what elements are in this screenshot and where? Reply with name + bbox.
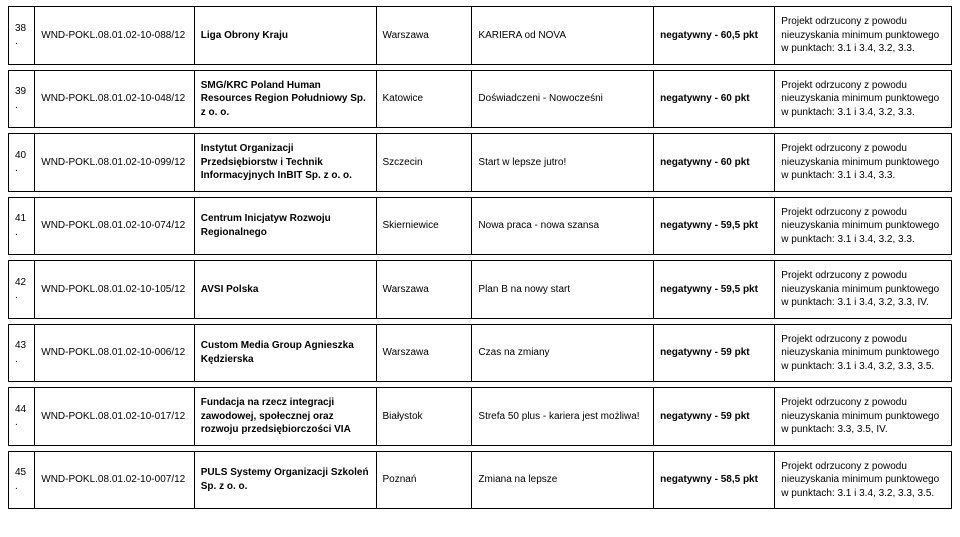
row-number: 42. [9, 261, 35, 319]
row-number: 45. [9, 451, 35, 509]
result: negatywny - 60 pkt [654, 134, 775, 192]
table-row: 42.WND-POKL.08.01.02-10-105/12AVSI Polsk… [9, 261, 952, 319]
remarks: Projekt odrzucony z powodu nieuzyskania … [775, 261, 952, 319]
row-number: 40. [9, 134, 35, 192]
organization: Liga Obrony Kraju [194, 7, 376, 65]
remarks: Projekt odrzucony z powodu nieuzyskania … [775, 7, 952, 65]
remarks: Projekt odrzucony z powodu nieuzyskania … [775, 70, 952, 128]
city: Skierniewice [376, 197, 472, 255]
project-id: WND-POKL.08.01.02-10-017/12 [35, 388, 195, 446]
organization: PULS Systemy Organizacji Szkoleń Sp. z o… [194, 451, 376, 509]
organization: SMG/KRC Poland Human Resources Region Po… [194, 70, 376, 128]
project-title: Czas na zmiany [472, 324, 654, 382]
city: Katowice [376, 70, 472, 128]
table-row: 43.WND-POKL.08.01.02-10-006/12Custom Med… [9, 324, 952, 382]
organization: Fundacja na rzecz integracji zawodowej, … [194, 388, 376, 446]
result: negatywny - 60,5 pkt [654, 7, 775, 65]
city: Warszawa [376, 261, 472, 319]
city: Warszawa [376, 324, 472, 382]
row-number: 44. [9, 388, 35, 446]
row-number: 43. [9, 324, 35, 382]
project-id: WND-POKL.08.01.02-10-006/12 [35, 324, 195, 382]
remarks: Projekt odrzucony z powodu nieuzyskania … [775, 388, 952, 446]
city: Szczecin [376, 134, 472, 192]
project-id: WND-POKL.08.01.02-10-099/12 [35, 134, 195, 192]
project-title: Zmiana na lepsze [472, 451, 654, 509]
result: negatywny - 60 pkt [654, 70, 775, 128]
project-title: Strefa 50 plus - kariera jest możliwa! [472, 388, 654, 446]
remarks: Projekt odrzucony z powodu nieuzyskania … [775, 451, 952, 509]
project-id: WND-POKL.08.01.02-10-088/12 [35, 7, 195, 65]
city: Poznań [376, 451, 472, 509]
project-title: KARIERA od NOVA [472, 7, 654, 65]
result: negatywny - 58,5 pkt [654, 451, 775, 509]
row-number: 38. [9, 7, 35, 65]
result: negatywny - 59,5 pkt [654, 197, 775, 255]
project-title: Start w lepsze jutro! [472, 134, 654, 192]
table-row: 45.WND-POKL.08.01.02-10-007/12PULS Syste… [9, 451, 952, 509]
table-row: 39.WND-POKL.08.01.02-10-048/12SMG/KRC Po… [9, 70, 952, 128]
result: negatywny - 59 pkt [654, 388, 775, 446]
organization: AVSI Polska [194, 261, 376, 319]
project-id: WND-POKL.08.01.02-10-105/12 [35, 261, 195, 319]
project-title: Nowa praca - nowa szansa [472, 197, 654, 255]
project-id: WND-POKL.08.01.02-10-048/12 [35, 70, 195, 128]
remarks: Projekt odrzucony z powodu nieuzyskania … [775, 324, 952, 382]
table-row: 44.WND-POKL.08.01.02-10-017/12Fundacja n… [9, 388, 952, 446]
result: negatywny - 59,5 pkt [654, 261, 775, 319]
table-row: 38.WND-POKL.08.01.02-10-088/12Liga Obron… [9, 7, 952, 65]
projects-table: 38.WND-POKL.08.01.02-10-088/12Liga Obron… [8, 6, 952, 509]
organization: Instytut Organizacji Przedsiębiorstw i T… [194, 134, 376, 192]
organization: Custom Media Group Agnieszka Kędzierska [194, 324, 376, 382]
project-title: Plan B na nowy start [472, 261, 654, 319]
table-row: 41.WND-POKL.08.01.02-10-074/12Centrum In… [9, 197, 952, 255]
result: negatywny - 59 pkt [654, 324, 775, 382]
row-number: 39. [9, 70, 35, 128]
city: Białystok [376, 388, 472, 446]
city: Warszawa [376, 7, 472, 65]
project-id: WND-POKL.08.01.02-10-007/12 [35, 451, 195, 509]
table-row: 40.WND-POKL.08.01.02-10-099/12Instytut O… [9, 134, 952, 192]
project-id: WND-POKL.08.01.02-10-074/12 [35, 197, 195, 255]
remarks: Projekt odrzucony z powodu nieuzyskania … [775, 134, 952, 192]
organization: Centrum Inicjatyw Rozwoju Regionalnego [194, 197, 376, 255]
remarks: Projekt odrzucony z powodu nieuzyskania … [775, 197, 952, 255]
project-title: Doświadczeni - Nowocześni [472, 70, 654, 128]
row-number: 41. [9, 197, 35, 255]
